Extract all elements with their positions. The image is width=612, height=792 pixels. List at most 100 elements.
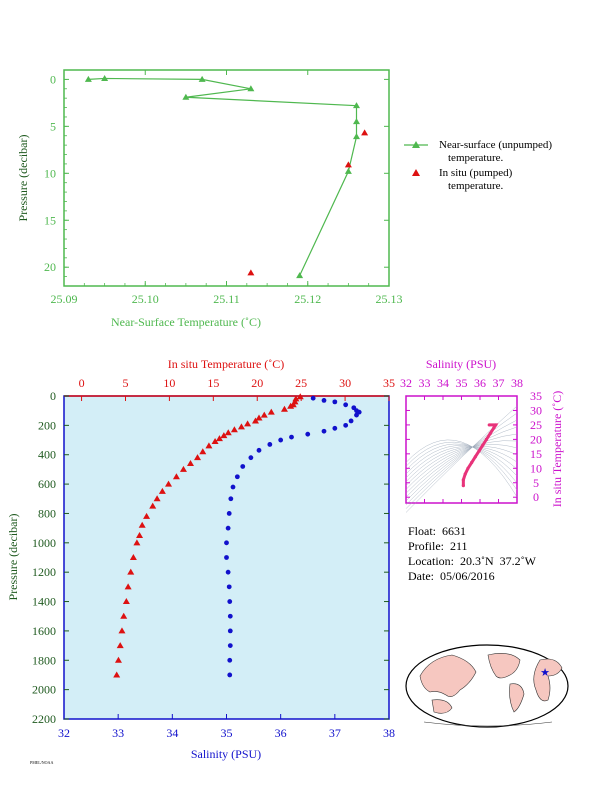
temperature-tick-label: 15: [207, 376, 219, 390]
temperature-point: [179, 465, 187, 472]
profile-value: 211: [450, 539, 468, 553]
ts-profile-point: [481, 443, 485, 447]
pressure-tick-label: 200: [38, 418, 56, 432]
near-surface-point: [198, 75, 206, 82]
location-value: 20.3˚N 37.2˚W: [459, 554, 536, 568]
temperature-point: [194, 454, 202, 461]
temperature-point: [165, 480, 173, 487]
near-surface-y-tick-label: 0: [50, 72, 56, 86]
temperature-point: [199, 448, 207, 455]
near-surface-x-tick-label: 25.10: [132, 292, 159, 306]
near-surface-series: [84, 74, 369, 279]
date-value: 05/06/2016: [440, 569, 495, 583]
profile-label: Profile:: [408, 539, 444, 553]
temperature-point: [120, 612, 128, 619]
salinity-point: [343, 402, 349, 408]
ts-profile-point: [463, 472, 467, 476]
temperature-tick-label: 25: [295, 376, 307, 390]
temperature-axis-label: In situ Temperature (˚C): [168, 357, 285, 371]
in-situ-point: [361, 129, 369, 136]
ts-profile-point: [466, 466, 470, 470]
temperature-point: [133, 539, 141, 546]
pressure-tick-label: 1000: [32, 536, 56, 550]
ts-density-contour: [405, 440, 518, 494]
temperature-point: [280, 405, 288, 412]
temperature-point: [138, 521, 146, 528]
salinity-point: [343, 422, 349, 428]
world-map: ★: [405, 644, 569, 728]
ts-profile-point: [470, 460, 474, 465]
near-surface-y-tick-label: 5: [50, 119, 56, 133]
ts-profile-point: [473, 455, 477, 459]
temperature-point: [220, 432, 228, 439]
salinity-point: [224, 540, 229, 546]
ts-density-contour: [405, 443, 518, 484]
salinity-point: [332, 399, 338, 405]
ts-x-tick-label: 35: [456, 376, 468, 390]
profile-chart: 0 5 10 15 20 25 30 35 32 33 34 35 36 37 38 0 200 400 600…: [6, 357, 395, 761]
salinity-point: [332, 425, 338, 431]
near-surface-point: [182, 93, 190, 100]
temperature-point: [153, 495, 161, 502]
salinity-point: [321, 428, 327, 434]
salinity-point: [227, 672, 233, 678]
temperature-point: [127, 568, 135, 575]
ts-y-tick-label: 30: [530, 403, 542, 417]
ts-x-tick-label: 37: [493, 376, 505, 390]
pressure-tick-label: 600: [38, 477, 56, 491]
ts-y-tick-label: 25: [530, 418, 542, 432]
ts-x-tick-label: 34: [437, 376, 449, 390]
temperature-tick-label: 5: [122, 376, 128, 390]
ts-profile-point: [494, 423, 498, 427]
near-surface-y-label: Pressure (decibar): [16, 135, 30, 222]
ts-density-contour: [405, 446, 518, 478]
location-label: Location:: [408, 554, 454, 568]
legend-label-near-surface-1: Near-surface (unpumped): [439, 139, 552, 151]
legend-label-in-situ-1: In situ (pumped): [439, 167, 513, 179]
near-surface-plot-frame: [63, 69, 390, 287]
ts-y-label: In situ Temperature (˚C): [550, 391, 564, 508]
temperature-point: [116, 642, 124, 649]
temperature-point: [211, 438, 219, 445]
ts-profile-point: [461, 484, 465, 488]
temperature-point: [143, 512, 151, 519]
salinity-tick-label: 32: [58, 726, 70, 740]
temperature-tick-label: 10: [163, 376, 175, 390]
salinity-point: [227, 643, 233, 648]
ts-profile-point: [488, 431, 492, 436]
salinity-point: [227, 599, 233, 604]
near-surface-y-tick-label: 15: [44, 213, 56, 227]
near-surface-point: [84, 75, 92, 82]
ts-density-contour: [405, 405, 518, 513]
salinity-point: [248, 455, 254, 461]
salinity-point: [230, 484, 236, 490]
salinity-point: [226, 584, 232, 590]
salinity-point: [267, 442, 273, 447]
ts-density-contour: [405, 426, 518, 502]
temperature-point: [129, 554, 137, 560]
map-landmass-north-america: [487, 653, 521, 679]
near-surface-x-label: Near-Surface Temperature (˚C): [111, 315, 261, 329]
temperature-point: [149, 502, 157, 509]
ts-density-contour: [405, 446, 518, 482]
salinity-point: [289, 434, 294, 440]
temperature-point: [215, 435, 223, 442]
salinity-tick-label: 38: [383, 726, 395, 740]
ts-density-contours: [405, 405, 518, 513]
profile-series: [113, 393, 362, 678]
salinity-point: [228, 496, 234, 502]
salinity-point: [354, 412, 359, 418]
salinity-point: [227, 657, 233, 663]
ts-series: [461, 423, 499, 488]
temperature-tick-label: 30: [339, 376, 351, 390]
ts-x-label: Salinity (PSU): [426, 357, 496, 371]
salinity-point: [278, 437, 284, 443]
near-surface-x-tick-label: 25.13: [376, 292, 403, 306]
float-location-marker: ★: [540, 667, 550, 679]
pressure-tick-label: 1400: [32, 595, 56, 609]
ts-x-tick-label: 36: [474, 376, 486, 390]
temperature-point: [172, 473, 180, 480]
ts-density-contour: [405, 412, 518, 509]
